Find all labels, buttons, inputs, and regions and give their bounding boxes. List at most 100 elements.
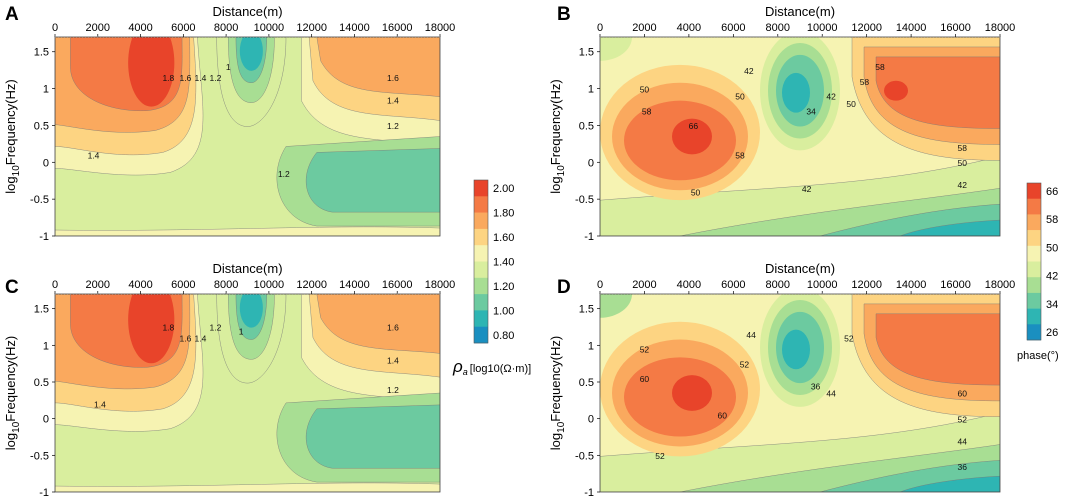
colorbar-tick-label: 50: [1046, 242, 1058, 254]
contour-band: [55, 482, 440, 492]
contour-label: 52: [655, 451, 665, 461]
y-tick-label: 1: [43, 84, 49, 96]
x-tick-label: 12000: [851, 22, 882, 34]
x-tick-label: 6000: [721, 279, 745, 291]
x-tick-label: 14000: [896, 22, 927, 34]
colorbar-swatch: [1027, 214, 1041, 231]
y-tick-label: 1: [43, 340, 49, 352]
panel-letter: B: [557, 4, 571, 25]
x-tick-label: 8000: [766, 279, 790, 291]
colorbar-swatch: [1027, 324, 1041, 341]
phase-high-core: [672, 375, 712, 411]
colorbar-resistivity-label: ρa [log10(Ω·m)]: [452, 357, 531, 377]
x-tick-label: 12000: [296, 22, 327, 34]
contour-label: 1.4: [88, 151, 100, 161]
x-tick-label: 16000: [940, 22, 971, 34]
x-tick-label: 18000: [985, 22, 1016, 34]
contour-label: 42: [744, 66, 754, 76]
y-axis-title: log10Frequency(Hz): [548, 79, 567, 193]
contour-label: 1.4: [387, 356, 399, 366]
contour-label: 36: [957, 462, 967, 472]
contour-label: 1.4: [195, 334, 207, 344]
contour-label: 60: [640, 374, 650, 384]
y-tick-label: 1: [588, 84, 594, 96]
colorbar-tick-label: 2.00: [493, 183, 514, 195]
y-tick-label: 1: [588, 340, 594, 352]
colorbar-tick-label: 42: [1046, 271, 1058, 283]
plot-frame: [599, 293, 1001, 493]
contour-label: 42: [826, 92, 836, 102]
y-tick-label: -1: [39, 487, 49, 499]
phase-low-core: [782, 72, 810, 113]
colorbar-swatch: [1027, 261, 1041, 278]
y-tick-label: 0.5: [34, 377, 49, 389]
colorbar-tick-label: 58: [1046, 214, 1058, 226]
colorbar-swatch: [1027, 277, 1041, 294]
contour-label: 50: [957, 158, 967, 168]
colorbar-swatch: [474, 261, 488, 279]
contour-label: 1: [226, 62, 231, 72]
x-tick-label: 6000: [721, 22, 745, 34]
x-axis-title: Distance(m): [765, 261, 835, 276]
contour-label: 1.4: [195, 73, 207, 83]
y-tick-label: -1: [584, 487, 594, 499]
contour-label: 50: [640, 84, 650, 94]
x-tick-label: 2000: [86, 22, 110, 34]
colorbar-tick-label: 1.40: [493, 257, 514, 269]
y-tick-label: -0.5: [575, 450, 594, 462]
contour-label: 52: [640, 345, 650, 355]
panel-letter: A: [5, 4, 19, 25]
x-tick-label: 0: [52, 22, 58, 34]
y-tick-label: -0.5: [30, 194, 49, 206]
contour-label: 1.6: [180, 73, 192, 83]
x-tick-label: 4000: [128, 279, 152, 291]
y-tick-label: 0: [43, 414, 49, 426]
contour-label: 1.2: [387, 385, 399, 395]
contour-label: 50: [691, 187, 701, 197]
y-tick-label: 1.5: [579, 304, 594, 316]
y-tick-label: 0.5: [579, 120, 594, 132]
phase-band: [600, 37, 632, 61]
contour-label: 52: [844, 334, 854, 344]
resistivity-high-core: [128, 37, 175, 107]
panel-letter: D: [557, 277, 571, 298]
x-tick-label: 18000: [985, 279, 1016, 291]
contour-band: [305, 148, 440, 213]
colorbar-tick-label: 0.80: [493, 330, 514, 342]
x-tick-label: 18000: [425, 22, 456, 34]
y-tick-label: 0.5: [34, 120, 49, 132]
x-tick-label: 10000: [254, 279, 285, 291]
plot-frame: [599, 36, 1001, 237]
colorbar-swatch: [1027, 183, 1041, 199]
x-tick-label: 16000: [940, 279, 971, 291]
x-tick-label: 10000: [807, 279, 838, 291]
contour-label: 58: [735, 151, 745, 161]
x-tick-label: 6000: [171, 22, 195, 34]
contour-label: 60: [957, 389, 967, 399]
colorbar-swatch: [474, 277, 488, 295]
x-tick-label: 4000: [128, 22, 152, 34]
colorbar-swatch: [474, 310, 488, 327]
x-tick-label: 10000: [254, 22, 285, 34]
contour-label: 44: [826, 389, 836, 399]
contour-label: 1.2: [210, 73, 222, 83]
colorbar-swatch: [1027, 308, 1041, 325]
y-tick-label: 0: [588, 414, 594, 426]
contour-label: 1.6: [387, 73, 399, 83]
colorbar-tick-label: 1.20: [493, 281, 514, 293]
colorbar-swatch: [1027, 292, 1041, 309]
x-tick-label: 14000: [896, 279, 927, 291]
colorbar-swatch: [474, 326, 488, 344]
contour-label: 50: [846, 99, 856, 109]
x-tick-label: 12000: [851, 279, 882, 291]
x-tick-label: 8000: [766, 22, 790, 34]
colorbar-swatch: [474, 196, 488, 213]
contour-label: 66: [689, 121, 699, 131]
y-tick-label: 0: [43, 157, 49, 169]
contour-label: 60: [717, 411, 727, 421]
colorbar-frame: [473, 179, 489, 344]
colorbar-phase: 66 58 50 42 34 26 phase(°): [1017, 182, 1059, 362]
colorbar-tick-label: 1.00: [493, 305, 514, 317]
panel-a: 0 2000 4000 6000 8000 10000 12000 14000 16000 180…: [3, 4, 455, 243]
